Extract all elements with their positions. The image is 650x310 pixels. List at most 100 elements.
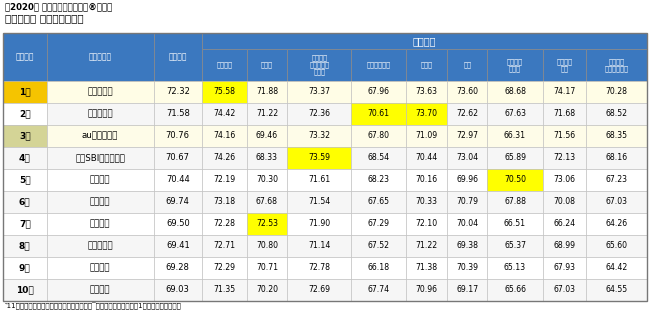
Text: 70.44: 70.44	[166, 175, 190, 184]
Bar	[287, 191, 351, 213]
Text: 70.61: 70.61	[368, 109, 390, 118]
Bar	[406, 125, 447, 147]
Bar	[247, 125, 287, 147]
Text: 9位: 9位	[19, 264, 31, 272]
Bar	[406, 257, 447, 279]
Text: 68.68: 68.68	[504, 87, 526, 96]
Text: 総合得点: 総合得点	[168, 52, 187, 61]
Bar	[287, 235, 351, 257]
Text: 71.35: 71.35	[213, 286, 235, 294]
Text: 67.23: 67.23	[606, 175, 627, 184]
Bar	[202, 33, 647, 49]
Text: 評価項目: 評価項目	[413, 36, 436, 46]
Text: 5位: 5位	[19, 175, 31, 184]
Bar	[47, 191, 154, 213]
Text: 67.03: 67.03	[606, 197, 627, 206]
Bar	[447, 49, 488, 81]
Bar	[586, 103, 647, 125]
Text: 青森銀行: 青森銀行	[90, 219, 110, 228]
Text: 70.44: 70.44	[415, 153, 437, 162]
Text: 67.68: 67.68	[256, 197, 278, 206]
Text: 71.61: 71.61	[308, 175, 330, 184]
Bar	[351, 49, 406, 81]
Text: 70.04: 70.04	[456, 219, 478, 228]
Text: ‶11位以下はサイトにて発表しております。‾黄色セルは評価項目で1位となっています。: ‶11位以下はサイトにて発表しております。‾黄色セルは評価項目で1位となっていま…	[5, 303, 182, 310]
Text: 74.42: 74.42	[213, 109, 235, 118]
Bar	[543, 169, 586, 191]
Text: 71.38: 71.38	[415, 264, 437, 272]
Bar	[287, 169, 351, 191]
Bar	[202, 81, 247, 103]
Bar	[543, 191, 586, 213]
Text: 商品内容: 商品内容	[216, 62, 232, 68]
Text: 72.62: 72.62	[456, 109, 478, 118]
Bar	[351, 213, 406, 235]
Bar	[447, 235, 488, 257]
Text: 繰り上げ
返済: 繰り上げ 返済	[556, 58, 572, 72]
Bar	[154, 257, 202, 279]
Bar	[202, 235, 247, 257]
Bar	[543, 213, 586, 235]
Text: 72.71: 72.71	[213, 241, 235, 250]
Text: 70.67: 70.67	[166, 153, 190, 162]
Bar	[247, 191, 287, 213]
Bar	[3, 81, 47, 103]
Bar	[488, 191, 543, 213]
Bar	[202, 191, 247, 213]
Text: 68.16: 68.16	[606, 153, 628, 162]
Bar	[247, 169, 287, 191]
Bar	[247, 147, 287, 169]
Text: 73.60: 73.60	[456, 87, 478, 96]
Bar	[154, 213, 202, 235]
Text: 64.55: 64.55	[606, 286, 628, 294]
Text: 70.71: 70.71	[256, 264, 278, 272]
Bar	[247, 257, 287, 279]
Text: 70.28: 70.28	[606, 87, 627, 96]
Bar	[488, 125, 543, 147]
Bar	[543, 81, 586, 103]
Bar	[447, 213, 488, 235]
Text: 70.80: 70.80	[256, 241, 278, 250]
Text: 7位: 7位	[19, 219, 31, 228]
Text: 手続き: 手続き	[421, 62, 432, 68]
Text: 69.17: 69.17	[456, 286, 478, 294]
Bar	[406, 49, 447, 81]
Text: 手数料・
保証料: 手数料・ 保証料	[507, 58, 523, 72]
Bar	[287, 257, 351, 279]
Bar	[406, 147, 447, 169]
Text: 67.74: 67.74	[368, 286, 390, 294]
Bar	[351, 81, 406, 103]
Text: 72.10: 72.10	[415, 219, 437, 228]
Bar	[586, 191, 647, 213]
Bar	[202, 279, 247, 301]
Text: 69.50: 69.50	[166, 219, 190, 228]
Text: 、2020年 オリコン顧客満足度®調査〕: 、2020年 オリコン顧客満足度®調査〕	[5, 2, 112, 11]
Bar	[47, 33, 154, 81]
Text: 66.31: 66.31	[504, 131, 526, 140]
Text: 団体信用
生命保険の
充実さ: 団体信用 生命保険の 充実さ	[309, 55, 329, 75]
Bar	[406, 191, 447, 213]
Bar	[543, 125, 586, 147]
Text: 総合順位: 総合順位	[16, 52, 34, 61]
Text: 72.78: 72.78	[308, 264, 330, 272]
Text: 68.33: 68.33	[256, 153, 278, 162]
Text: 69.96: 69.96	[456, 175, 478, 184]
Text: 3位: 3位	[19, 131, 31, 140]
Text: 64.26: 64.26	[606, 219, 628, 228]
Bar	[447, 103, 488, 125]
Text: 71.56: 71.56	[553, 131, 575, 140]
Text: 70.33: 70.33	[415, 197, 437, 206]
Text: 70.76: 70.76	[166, 131, 190, 140]
Text: 北陸銀行: 北陸銀行	[90, 286, 110, 294]
Text: 67.63: 67.63	[504, 109, 526, 118]
Bar	[202, 125, 247, 147]
Bar	[447, 125, 488, 147]
Bar	[406, 235, 447, 257]
Text: 71.22: 71.22	[415, 241, 437, 250]
Text: 71.88: 71.88	[256, 87, 278, 96]
Bar	[154, 125, 202, 147]
Bar	[154, 279, 202, 301]
Bar	[47, 81, 154, 103]
Bar	[247, 103, 287, 125]
Bar	[3, 103, 47, 125]
